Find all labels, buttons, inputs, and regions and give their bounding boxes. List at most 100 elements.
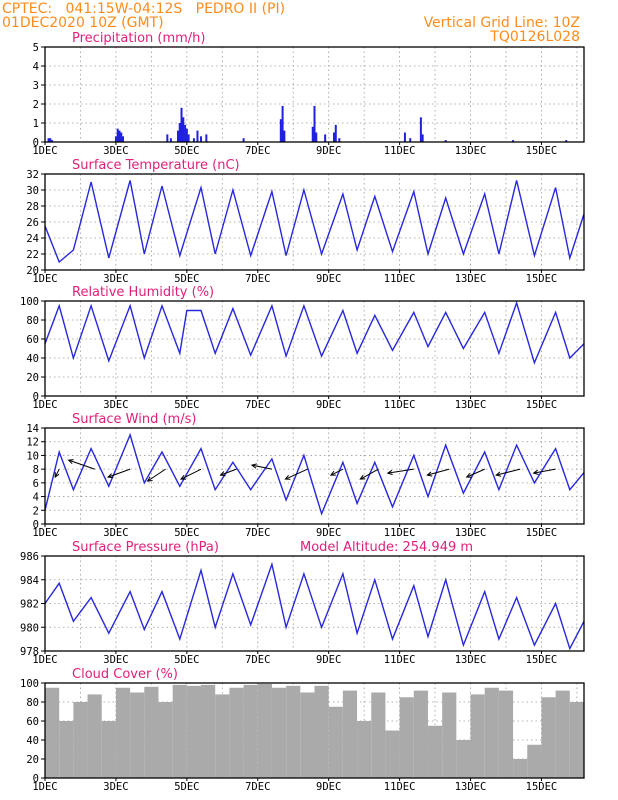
wind-x-tick-label: 13DEC [455,527,487,539]
cloud-cover-bar [470,694,485,778]
pressure-y-tick-label: 980 [20,622,39,634]
header-grid-note: Vertical Grid Line: 10Z [424,15,580,31]
wind-series-line [44,432,585,516]
cloud-cover-y-tick-label: 60 [26,716,39,728]
precipitation-bar [182,117,185,142]
wind-x-tick-label: 9DEC [316,527,341,539]
humidity-frame [44,300,585,397]
precipitation-x-tick-label: 13DEC [455,145,487,157]
cloud-cover-bar [215,694,230,778]
cloud-cover-bar [442,692,457,778]
precipitation-bar [122,136,125,142]
cloud-cover-bar [357,721,372,778]
cloud-cover-bar [541,697,556,778]
cloud-cover-y-tick-label: 100 [20,678,39,690]
precipitation-bar [192,138,195,142]
wind-frame [44,427,585,525]
precipitation-bar [116,128,119,142]
wind-vector-arrowhead [426,471,433,477]
humidity-y-tick-label: 20 [26,372,39,384]
wind-title: Surface Wind (m/s) [72,412,196,427]
temperature-x-tick-label: 11DEC [384,273,416,285]
precipitation-y-tick-label: 2 [33,99,39,111]
cloud-cover-x-tick-label: 11DEC [384,781,416,793]
cloud-cover-x-tick-label: 1DEC [32,781,57,793]
temperature-x-tick-label: 3DEC [103,273,128,285]
cloud-cover-y-tick-label: 20 [26,754,39,766]
cloud-cover-bar [513,759,528,778]
cloud-cover-bar [186,685,202,778]
pressure-y-tick-label: 982 [20,599,39,611]
precipitation-bar [324,134,327,142]
model-altitude-label: Model Altitude: 254.949 m [300,540,473,555]
pressure-x-tick-label: 5DEC [174,654,199,666]
cloud-cover-bar [456,740,471,778]
wind-y-tick-label: 0 [33,519,39,531]
humidity-x-tick-label: 1DEC [32,399,57,411]
cloud-cover-bar [427,725,443,778]
humidity-panel: 0 20 40 60 80 100 1DEC 3DEC 5DEC 7DEC 9DEC 11DEC 13D… [20,285,585,411]
cloud-cover-bar [59,721,74,778]
wind-y-tick-label: 8 [33,464,39,476]
cloud-cover-bar [484,687,499,778]
cloud-cover-bar [158,702,173,778]
cloud-cover-bar [87,694,102,778]
cloud-cover-bar [73,702,88,778]
wind-vector-arrowhead [329,470,336,476]
wind-vector-arrow [360,468,379,480]
precipitation-bar [419,117,422,142]
wind-y-tick-label: 4 [33,492,39,504]
precipitation-bar [184,124,187,142]
wind-x-tick-label: 5DEC [174,527,199,539]
wind-vector-arrow [107,468,131,478]
pressure-x-tick-label: 11DEC [384,654,416,666]
wind-vector-arrow [54,468,60,478]
cloud-cover-bar [271,687,287,778]
precipitation-bar [118,130,121,142]
precipitation-y-tick-label: 3 [33,80,39,92]
humidity-y-tick-label: 0 [33,391,39,403]
wind-vector-arrowhead [219,471,226,477]
precipitation-bar [185,128,188,142]
cloud-cover-bar [172,684,187,778]
precipitation-bar [180,107,183,142]
precipitation-bar [187,134,190,142]
humidity-x-tick-label: 7DEC [245,399,270,411]
precipitation-bar [47,138,50,142]
humidity-title: Relative Humidity (%) [72,285,214,300]
precipitation-y-tick-label: 5 [33,42,39,54]
temperature-x-tick-label: 9DEC [316,273,341,285]
header-run-time: 01DEC2020 10Z (GMT) [2,15,164,31]
pressure-y-tick-label: 978 [20,646,39,658]
wind-vector-arrowhead [386,469,393,476]
cloud-cover-bar [569,702,584,778]
pressure-frame [44,555,585,652]
precipitation-y-tick-label: 0 [33,137,39,149]
precipitation-x-tick-label: 7DEC [245,145,270,157]
humidity-y-tick-label: 80 [26,315,39,327]
wind-vector-arrow [68,459,95,470]
wind-vector-arrowhead [146,476,153,482]
cloud-cover-x-tick-label: 13DEC [455,781,487,793]
wind-vector-arrowhead [107,473,114,479]
humidity-x-tick-label: 9DEC [316,399,341,411]
precipitation-bar [114,136,117,142]
temperature-panel: 20 22 24 26 28 30 32 1DEC 3DEC 5DEC 7DEC 9DEC 11DEC 1… [26,158,585,285]
temperature-y-tick-label: 26 [26,217,39,229]
temperature-title: Surface Temperature (nC) [72,158,240,173]
wind-vector-arrowhead [67,459,74,465]
humidity-y-tick-label: 100 [20,296,39,308]
temperature-frame [44,173,585,271]
pressure-panel: 978 980 982 984 986 1DEC 3DEC 5DEC 7DEC 9DEC 11DEC… [20,540,585,666]
precipitation-bar [333,132,336,142]
precipitation-x-tick-label: 9DEC [316,145,341,157]
pressure-y-tick-label: 986 [20,551,39,563]
wind-vector-arrow [180,468,202,480]
wind-vector-arrowhead [54,472,60,479]
cloud-cover-x-tick-label: 9DEC [316,781,341,793]
humidity-x-tick-label: 3DEC [103,399,128,411]
cloud-cover-bar [555,690,570,778]
